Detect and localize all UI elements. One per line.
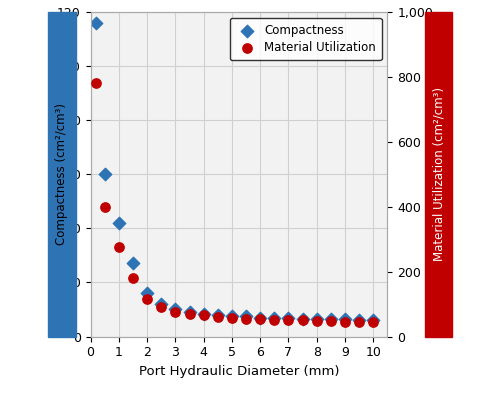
Compactness	[214, 312, 222, 318]
Material Utilization	[355, 319, 363, 325]
Material Utilization	[214, 314, 222, 320]
Material Utilization	[327, 318, 335, 324]
Compactness	[228, 313, 236, 320]
Material Utilization	[143, 296, 151, 303]
Material Utilization	[115, 244, 123, 251]
Material Utilization	[370, 319, 378, 326]
Compactness	[186, 309, 194, 315]
Material Utilization	[256, 316, 264, 322]
Compactness	[327, 316, 335, 322]
Material Utilization	[284, 317, 292, 324]
Compactness	[129, 260, 137, 267]
Compactness	[143, 290, 151, 296]
Material Utilization	[129, 275, 137, 281]
Compactness	[355, 317, 363, 324]
Compactness	[298, 316, 306, 322]
Compactness	[284, 314, 292, 321]
Material Utilization	[186, 311, 194, 317]
Compactness	[313, 316, 321, 322]
Compactness	[92, 19, 100, 26]
Material Utilization	[228, 315, 236, 321]
Compactness	[200, 310, 207, 317]
Material Utilization	[341, 318, 349, 325]
Material Utilization	[157, 304, 165, 311]
Compactness	[270, 314, 278, 321]
Compactness	[242, 313, 250, 320]
Compactness	[370, 317, 378, 324]
X-axis label: Port Hydraulic Diameter (mm): Port Hydraulic Diameter (mm)	[139, 365, 339, 378]
Text: Material Utilization (cm²/cm³): Material Utilization (cm²/cm³)	[432, 87, 445, 261]
Material Utilization	[242, 315, 250, 322]
Legend: Compactness, Material Utilization: Compactness, Material Utilization	[230, 18, 382, 60]
Material Utilization	[270, 316, 278, 323]
Material Utilization	[200, 312, 207, 319]
Compactness	[100, 171, 108, 177]
Material Utilization	[100, 203, 108, 210]
Material Utilization	[92, 80, 100, 87]
Compactness	[256, 314, 264, 321]
Compactness	[115, 220, 123, 226]
Material Utilization	[313, 318, 321, 324]
Material Utilization	[298, 317, 306, 324]
Compactness	[157, 301, 165, 307]
Text: Compactness (cm²/cm³): Compactness (cm²/cm³)	[56, 103, 68, 245]
Compactness	[172, 306, 179, 313]
Compactness	[341, 316, 349, 322]
Material Utilization	[172, 309, 179, 315]
